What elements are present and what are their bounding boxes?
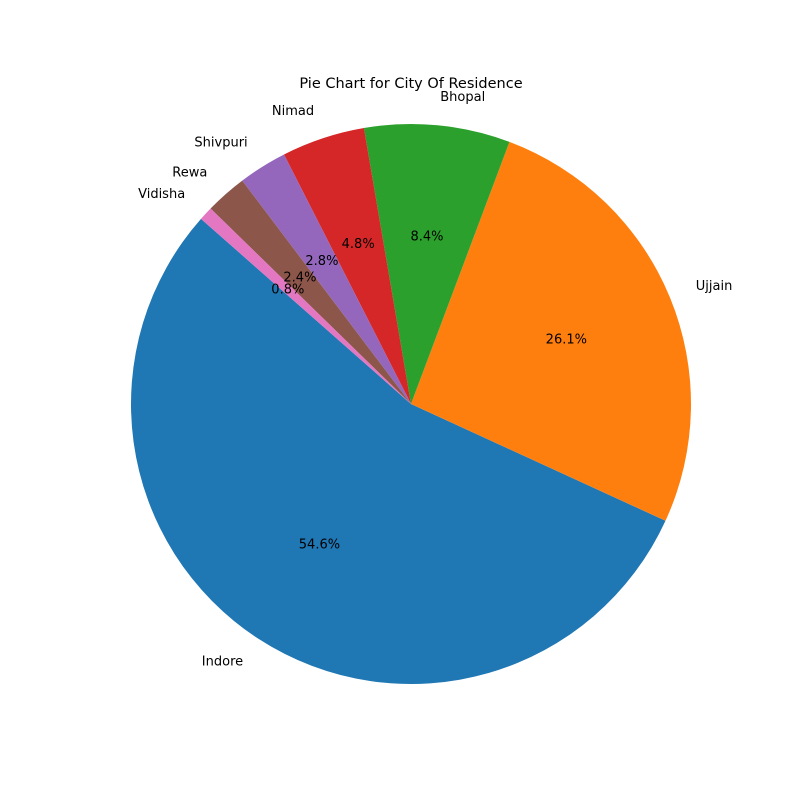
pct-label-nimad: 4.8% bbox=[342, 237, 375, 252]
pie-slice-ujjain bbox=[411, 141, 691, 521]
slice-label-vidisha: Vidisha bbox=[138, 187, 185, 202]
slice-label-bhopal: Bhopal bbox=[440, 90, 485, 105]
pie-labels: Indore 54.6% Ujjain 26.1% Bhopal 8.4% Nimad 4.8… bbox=[138, 90, 732, 670]
pie-slice-shivpuri bbox=[242, 154, 411, 404]
chart-title: Pie Chart for City Of Residence bbox=[299, 76, 522, 92]
pie-slice-rewa bbox=[210, 180, 411, 404]
slice-label-ujjain: Ujjain bbox=[696, 279, 733, 294]
pie-slice-nimad bbox=[283, 127, 411, 405]
slice-label-rewa: Rewa bbox=[172, 165, 207, 180]
slice-label-nimad: Nimad bbox=[272, 104, 314, 119]
pct-label-indore: 54.6% bbox=[299, 537, 340, 552]
pie-slice-indore bbox=[131, 218, 666, 684]
pct-label-rewa: 2.4% bbox=[283, 270, 316, 285]
pie-slice-bhopal bbox=[363, 124, 510, 405]
pct-label-vidisha: 0.8% bbox=[271, 282, 304, 297]
pct-label-bhopal: 8.4% bbox=[410, 229, 443, 244]
slice-label-indore: Indore bbox=[202, 655, 243, 670]
pie-slice-vidisha bbox=[200, 208, 411, 404]
pct-label-ujjain: 26.1% bbox=[546, 333, 587, 348]
pct-label-shivpuri: 2.8% bbox=[305, 254, 338, 269]
pie-slices bbox=[131, 124, 691, 684]
slice-label-shivpuri: Shivpuri bbox=[194, 135, 247, 150]
